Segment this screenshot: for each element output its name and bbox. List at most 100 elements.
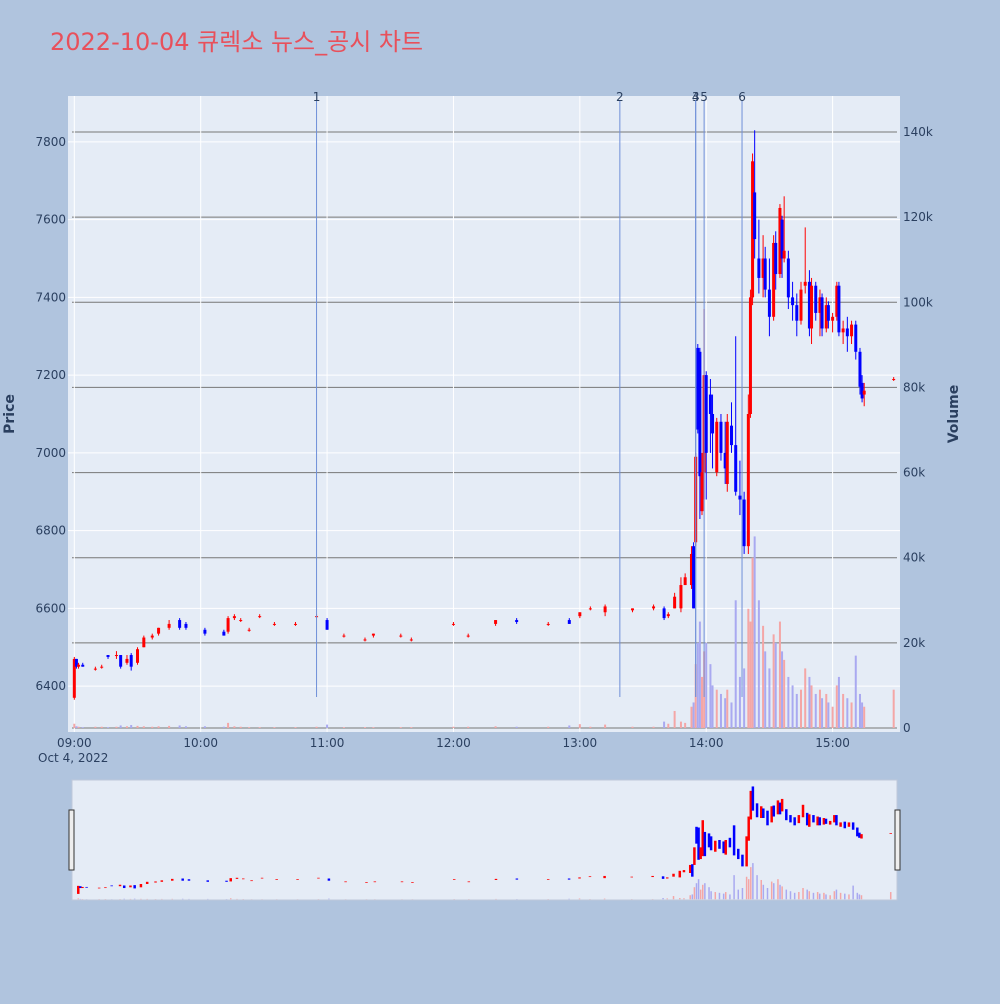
candle-body [578, 612, 582, 617]
candle-body [184, 623, 188, 628]
candle-body [791, 297, 795, 306]
volume-bar [326, 724, 329, 728]
y-tick-label: 6600 [35, 601, 66, 615]
volume-bar [738, 676, 741, 728]
volume-bar [652, 726, 655, 728]
candle-body [761, 258, 765, 278]
event-label: 3 [692, 90, 700, 104]
candle-body [125, 658, 129, 663]
candle-body [81, 664, 85, 667]
volume-bar [762, 625, 765, 728]
volume-bar [747, 608, 750, 728]
volume-bar [578, 724, 581, 728]
candle-body [129, 655, 133, 667]
candle-body [767, 289, 771, 317]
candle-body [772, 242, 776, 317]
volume-bar [781, 651, 784, 728]
volume-bar [410, 727, 413, 728]
volume-bar [342, 727, 345, 728]
candle-body [692, 546, 696, 609]
volume-bar [81, 727, 84, 728]
slider-handle[interactable] [894, 809, 901, 871]
volume-bar [709, 664, 712, 728]
volume-bar [184, 726, 187, 728]
volume-bar [248, 727, 251, 728]
volume-bar [837, 676, 840, 728]
volume-bar [94, 726, 97, 728]
range-slider[interactable] [71, 779, 898, 901]
volume-bar [818, 689, 821, 728]
y2-tick-label: 80k [903, 380, 925, 394]
candle-body [546, 623, 550, 625]
volume-bar [203, 726, 206, 728]
volume-bar [726, 689, 729, 728]
volume-bar [810, 685, 813, 728]
candle-body [763, 258, 767, 290]
volume-bar [783, 659, 786, 728]
candle-body [860, 382, 864, 399]
y-axis-title: Price [2, 394, 18, 434]
volume-bar [168, 725, 171, 728]
x-tick-label: 14:00 [689, 736, 724, 750]
candle-body [780, 219, 784, 259]
candle-body [708, 394, 712, 414]
event-label: 6 [738, 90, 746, 104]
candle-body [342, 635, 346, 637]
volume-bar [791, 685, 794, 728]
candle-body [93, 668, 97, 670]
volume-bar [858, 693, 861, 728]
volume-bar [842, 693, 845, 728]
candle-body [114, 655, 118, 657]
candle-body [77, 664, 81, 667]
y2-tick-label: 100k [903, 295, 933, 309]
candle-body [325, 620, 329, 630]
candle-body [820, 297, 824, 329]
candle-body [662, 608, 666, 619]
volume-bar [774, 642, 777, 728]
volume-bar [698, 621, 701, 728]
candle-body [679, 585, 683, 609]
volume-bar [604, 724, 607, 728]
volume-bar [363, 727, 366, 728]
volume-bar [151, 726, 154, 728]
candle-body [494, 620, 498, 624]
candle-body [850, 324, 854, 337]
candle-body [814, 285, 818, 313]
candle-body [515, 620, 519, 622]
volume-bar [73, 723, 76, 728]
volume-bar [719, 693, 722, 728]
x-tick-label: 15:00 [815, 736, 850, 750]
volume-bar [692, 702, 695, 728]
volume-bar [696, 642, 699, 728]
slider-handle[interactable] [68, 809, 75, 871]
candle-body [409, 639, 413, 641]
x-tick-label: 10:00 [183, 736, 218, 750]
candle-body [72, 658, 76, 698]
candle-body [837, 285, 841, 333]
candle-body [734, 445, 738, 492]
volume-bar [157, 726, 160, 728]
volume-bar [711, 685, 714, 728]
candle-body [203, 629, 207, 634]
candle-body [689, 553, 693, 586]
candle-body [371, 633, 375, 636]
candle-body [363, 639, 367, 641]
y-tick-label: 7400 [35, 290, 66, 304]
candle-body [451, 623, 455, 625]
volume-bar [239, 726, 242, 728]
candle-body [466, 635, 470, 637]
plot-area [68, 96, 900, 732]
y2-tick-label: 0 [903, 721, 911, 735]
y2-tick-label: 120k [903, 210, 933, 224]
volume-bar [294, 727, 297, 728]
candle-body [799, 289, 803, 321]
candle-body [818, 297, 822, 313]
volume-bar [778, 621, 781, 728]
volume-bar [800, 689, 803, 728]
volume-bar [804, 668, 807, 728]
x-tick-label: 13:00 [563, 736, 598, 750]
candle-body [157, 627, 161, 634]
volume-bar [115, 726, 118, 728]
candle-body [753, 192, 757, 240]
x-tick-label: 12:00 [436, 736, 471, 750]
